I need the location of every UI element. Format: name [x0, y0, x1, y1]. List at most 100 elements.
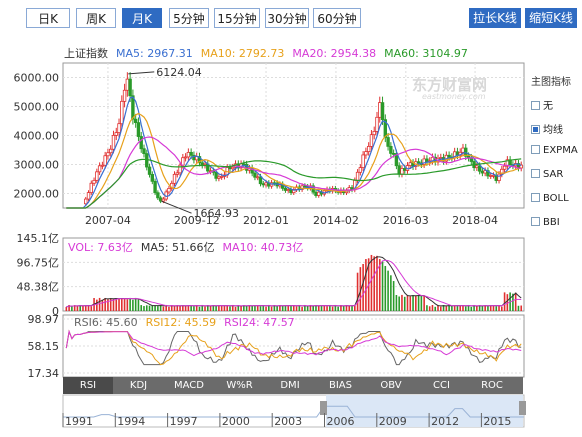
rsi6-line — [65, 329, 522, 366]
tab-5[interactable]: 15分钟 — [214, 8, 260, 28]
ma60-value: MA60: 3104.97 — [384, 47, 468, 60]
checkbox-icon[interactable] — [531, 169, 540, 178]
tab-2[interactable]: 周K — [76, 8, 116, 28]
candle-body — [489, 175, 493, 177]
tab-6[interactable]: 30分钟 — [265, 8, 309, 28]
checkbox-icon[interactable] — [531, 217, 540, 226]
navigator-line — [63, 405, 524, 418]
indicator-tabbar — [63, 377, 523, 394]
candle-body — [167, 187, 171, 193]
tab-7[interactable]: 60分钟 — [313, 8, 361, 28]
candle-body — [153, 180, 157, 194]
candle-body — [283, 187, 288, 191]
indicator-tab-roc[interactable]: ROC — [481, 380, 503, 391]
checkbox-icon[interactable] — [531, 145, 540, 154]
candle-body — [483, 170, 487, 174]
navigator-year-label: 1991 — [65, 415, 93, 428]
indicator-option-label: 均线 — [543, 125, 563, 136]
candle-body — [391, 152, 396, 155]
ma10-value: MA10: 2792.73 — [200, 47, 285, 60]
ma20-value: MA20: 2954.38 — [292, 47, 377, 60]
candle-body — [264, 182, 268, 186]
candle-body — [364, 151, 368, 156]
price-x-tick: 2014-02 — [313, 214, 359, 227]
checkbox-icon[interactable] — [531, 193, 540, 202]
candle-body — [111, 134, 116, 150]
navigator-right-handle[interactable] — [519, 401, 526, 415]
navigator-year-label: 1997 — [170, 415, 198, 428]
candle-body — [403, 168, 407, 171]
candle-body — [120, 100, 124, 125]
indicator-option[interactable]: BOLL — [531, 193, 569, 204]
indicator-option[interactable]: 均线 — [531, 121, 563, 136]
ma5-line — [66, 96, 522, 209]
vol-value: VOL: 7.63亿 — [68, 241, 133, 254]
indicator-panel-title: 主图指标 — [531, 77, 571, 88]
candle-body — [289, 189, 293, 194]
tab-4[interactable]: 5分钟 — [169, 8, 209, 28]
ma5-value: MA5: 2967.31 — [116, 47, 193, 60]
indicator-option-label: 无 — [543, 101, 553, 112]
price-x-tick: 2009-12 — [174, 214, 220, 227]
rsi6-value: RSI6: 45.60 — [74, 316, 138, 329]
ma60-line — [66, 158, 522, 209]
volume-ma5-line — [66, 256, 522, 308]
price-y-tick: 3000.00 — [14, 159, 60, 172]
indicator-tab-cci[interactable]: CCI — [433, 380, 450, 391]
navigator-year-label: 2003 — [274, 415, 302, 428]
tab-1[interactable]: 日K — [26, 8, 70, 28]
indicator-tab-wr[interactable]: W%R — [226, 380, 253, 391]
navigator-year-label: 2000 — [222, 415, 250, 428]
navigator-left-handle[interactable] — [320, 401, 327, 415]
price-x-tick: 2012-01 — [243, 214, 289, 227]
annotation-label-low: 1664.93 — [194, 207, 240, 220]
candle-body — [256, 176, 260, 179]
rsi-y-tick: 58.15 — [28, 340, 60, 353]
candle-body — [261, 183, 265, 186]
candle-body — [475, 165, 479, 169]
volume-y-tick: 0 — [52, 305, 59, 318]
stretch-kline-button[interactable]: 拉长K线 — [469, 8, 521, 28]
candle-body — [161, 198, 166, 202]
checkbox-icon[interactable] — [531, 125, 540, 134]
indicator-option[interactable]: BBI — [531, 217, 560, 228]
candle-body — [497, 173, 501, 182]
index-name: 上证指数 — [64, 47, 108, 60]
watermark-url: eastmoney.com — [422, 92, 486, 101]
candle-body — [156, 192, 160, 199]
indicator-option-label: SAR — [543, 169, 564, 180]
candle-body — [217, 176, 221, 179]
candle-body — [219, 176, 224, 178]
candle-body — [131, 95, 135, 120]
candle-body — [386, 137, 390, 147]
annotation-arrow — [161, 200, 192, 214]
rsi-y-tick: 98.97 — [28, 313, 60, 326]
candle-body — [89, 182, 93, 193]
shrink-kline-button[interactable]: 缩短K线 — [525, 8, 577, 28]
candle-body — [103, 155, 107, 166]
indicator-tab-kdj[interactable]: KDJ — [129, 380, 148, 391]
rsi-y-tick: 17.34 — [28, 367, 60, 380]
indicator-tab-bias[interactable]: BIAS — [329, 380, 352, 391]
indicator-tab-obv[interactable]: OBV — [380, 380, 402, 391]
candle-body — [480, 170, 485, 174]
indicator-option[interactable]: 无 — [531, 97, 553, 112]
indicator-tab-rsi[interactable]: RSI — [63, 377, 113, 394]
candle-body — [477, 165, 482, 172]
candle-body — [203, 163, 207, 166]
price-x-tick: 2016-03 — [383, 214, 429, 227]
price-y-tick: 4000.00 — [14, 130, 60, 143]
candle-body — [133, 118, 138, 123]
candle-body — [372, 130, 376, 136]
indicator-tab-macd[interactable]: MACD — [174, 380, 204, 391]
rsi12-line — [65, 329, 522, 366]
candle-body — [84, 198, 88, 205]
tab-3[interactable]: 月K — [122, 8, 162, 28]
indicator-option-label: BBI — [543, 217, 560, 228]
vol-ma10-value: MA10: 40.73亿 — [222, 241, 304, 254]
indicator-tab-dmi[interactable]: DMI — [280, 380, 300, 391]
indicator-option[interactable]: EXPMA — [531, 145, 578, 156]
checkbox-icon[interactable] — [531, 101, 540, 110]
indicator-option[interactable]: SAR — [531, 169, 563, 180]
